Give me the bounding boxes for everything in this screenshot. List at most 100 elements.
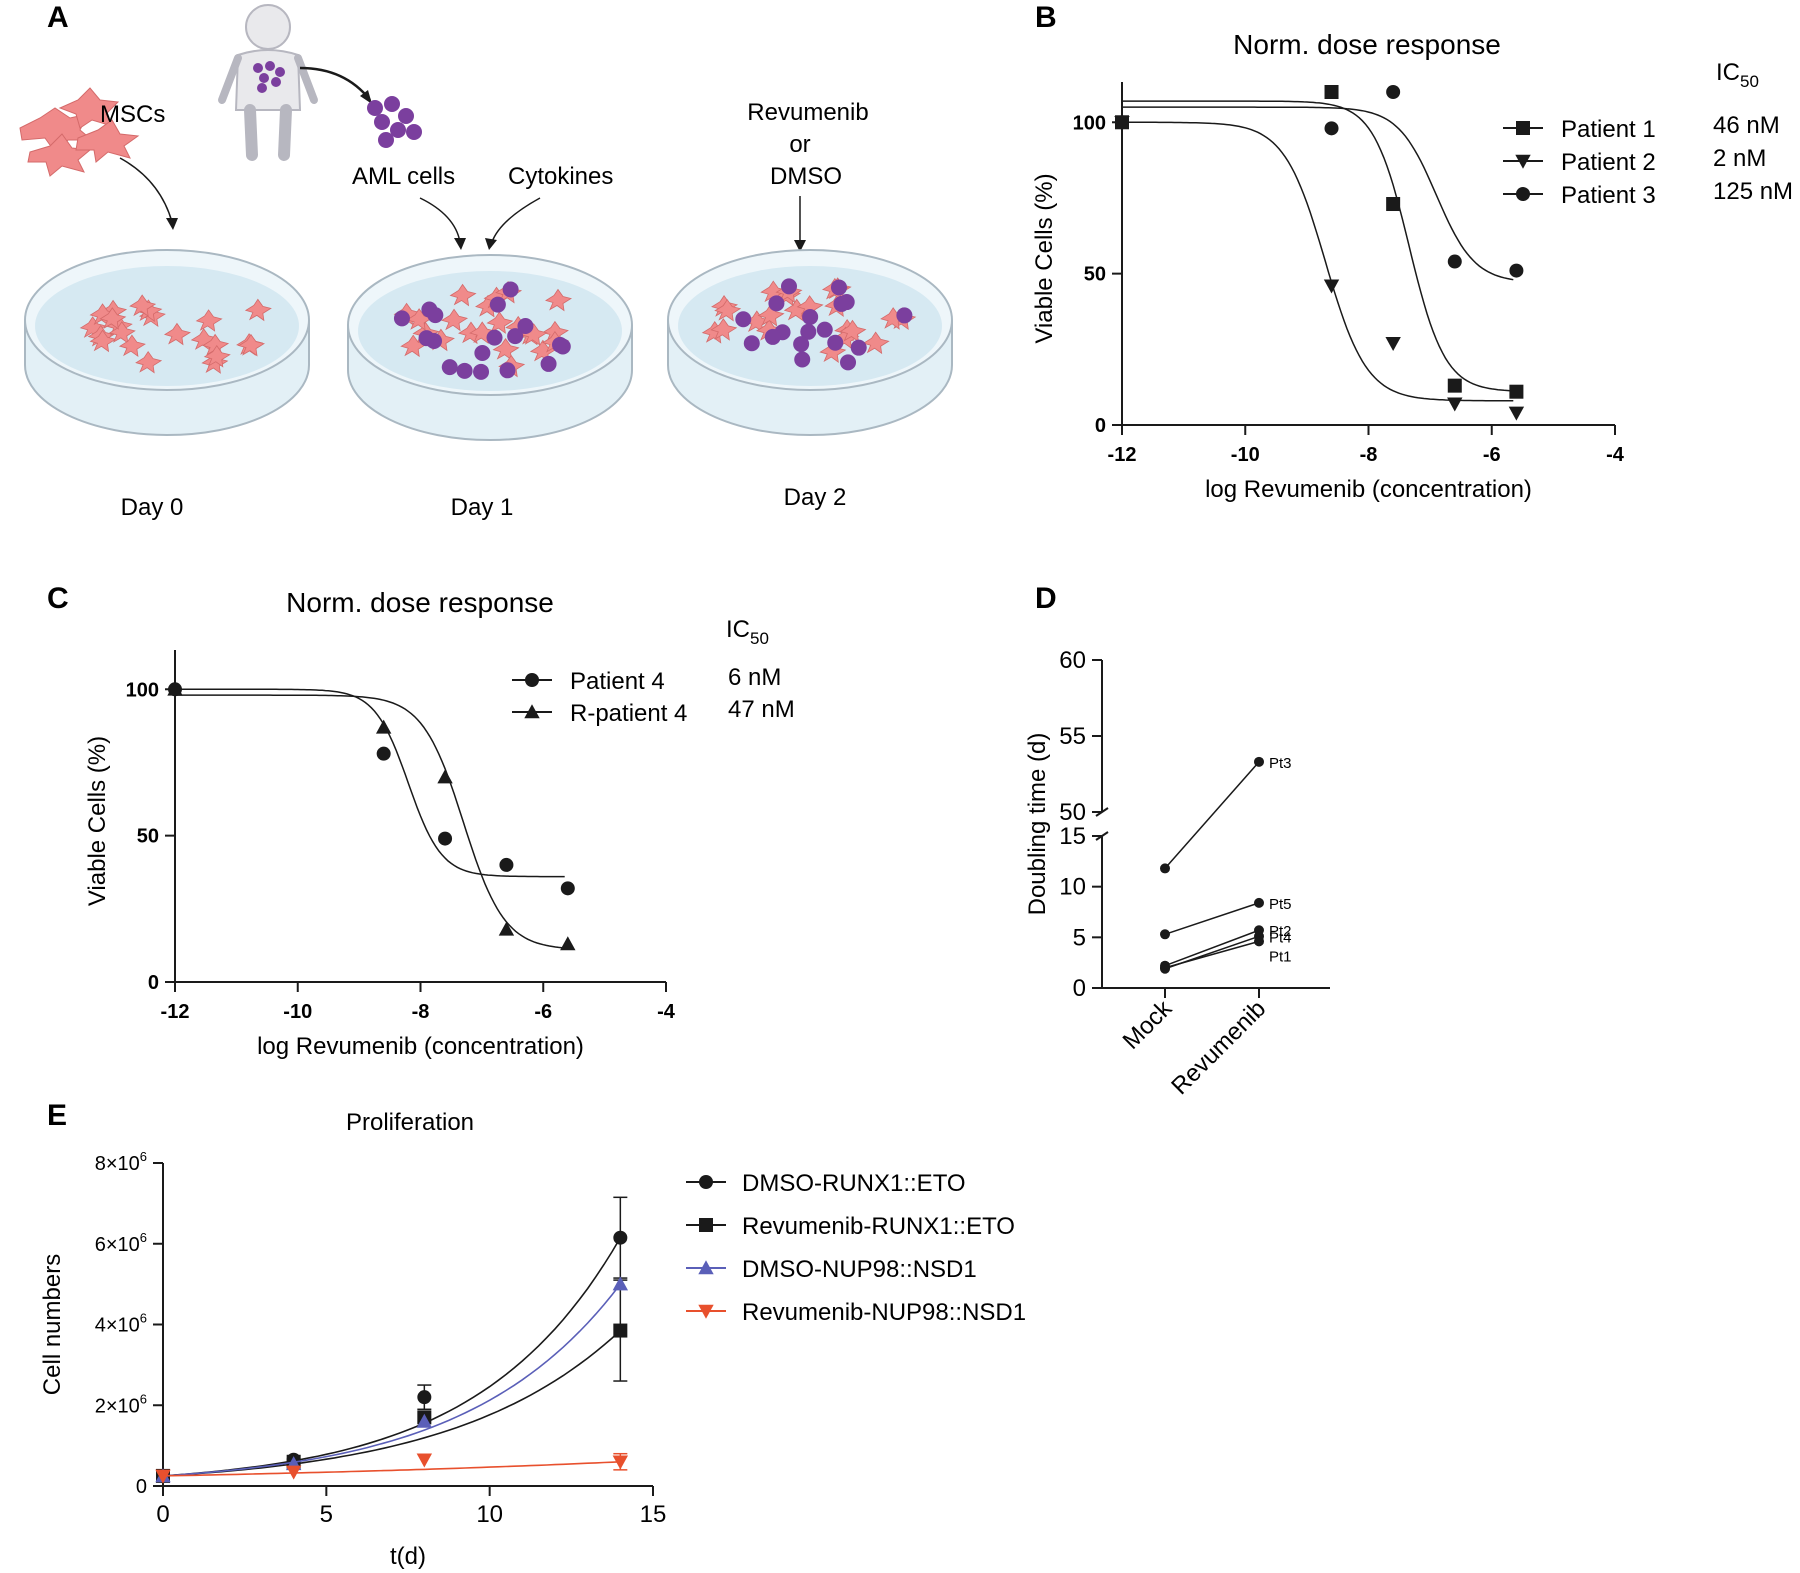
aml-cell-icon [802,308,819,325]
x-tick-label: -8 [412,1001,430,1023]
aml-cell-icon [800,323,817,340]
data-point [167,681,183,696]
legend-label: DMSO-NUP98::NSD1 [742,1256,977,1283]
legend-label: DMSO-RUNX1::ETO [742,1170,966,1197]
treatment-label-line2: or [789,131,810,158]
aml-cell-icon [838,294,855,311]
legend-marker [1516,187,1530,201]
x-tick-label: -12 [161,1001,190,1023]
msc-cell-icon [118,334,146,358]
patient-label: Pt3 [1269,755,1292,772]
msc-cell-icon [163,322,191,346]
x-tick-label: 0 [156,1501,169,1528]
data-point [613,1230,628,1245]
fit-curve-r-patient-4 [175,694,565,949]
fit-curve [162,1461,621,1477]
panel-e-title: Proliferation [346,1109,474,1136]
legend-label: Patient 3 [1561,182,1656,209]
aml-cell-icon [427,307,444,324]
patient-label: Pt1 [1269,948,1292,965]
aml-cluster-icon [367,96,422,148]
y-tick-label: 0 [1073,975,1086,1002]
aml-cell-icon [554,338,571,355]
legend-label: R-patient 4 [570,700,687,727]
x-tick-label: 5 [320,1501,333,1528]
data-point [612,1455,629,1470]
aml-cell-icon [474,345,491,362]
ic50-value: 125 nM [1713,178,1793,205]
patient-label: Pt2 [1269,923,1292,940]
panel-c-title: Norm. dose response [286,587,554,618]
data-point [499,857,514,872]
data-point [1160,962,1170,973]
panel-c-plot: -12 -10 -8 -6 -4 0 50 100 log Revumenib (concent… [84,650,795,1060]
msc-cell-icon [783,298,811,322]
aml-cell-icon [743,335,760,352]
aml-cell-icon [850,339,867,356]
msc-cell-icon [486,311,514,334]
patient-label: Pt4 [1269,929,1292,946]
panel-b-letter: B [1035,1,1057,34]
msc-cell-icon [714,298,742,322]
msc-cell-icon [108,321,136,344]
y-tick-label: 8×106 [95,1149,147,1175]
legend-label: Patient 2 [1561,149,1656,176]
cytokines-label: Cytokines [508,163,613,190]
y-tick-label: 50 [1059,799,1086,826]
fit-curve-patient-1 [1122,100,1514,392]
aml-cell-icon [540,355,557,372]
ic50-value: 46 nM [1713,112,1780,139]
treatment-label-line1: Revumenib [747,99,868,126]
y-axis-label: Viable Cells (%) [84,736,111,906]
panel-b-ic50-header: IC50 [1716,59,1759,91]
y-tick-label: 4×106 [95,1311,147,1337]
aml-cell-icon [840,354,857,371]
msc-label: MSCs [100,101,165,128]
x-tick-label: -6 [534,1001,552,1023]
panel-c-ic50-header: IC50 [726,616,769,648]
msc-cell-icon [760,280,788,304]
y-tick-label: 100 [1073,112,1106,134]
msc-cell-icon [862,331,890,355]
aml-cell-icon [896,307,913,324]
legend-marker [698,1260,714,1275]
y-axis-label: Viable Cells (%) [1031,173,1058,343]
aml-cell-icon [486,329,503,346]
y-tick-label: 0 [136,1476,147,1498]
data-point [417,1390,432,1405]
y-axis-label: Doubling time (d) [1024,733,1051,916]
data-point [1160,863,1170,874]
msc-cell-icon [203,345,231,368]
ic50-value: 6 nM [728,664,781,691]
day0-label: Day 0 [121,494,184,521]
data-point [1447,397,1463,412]
panel-b-dose-response: B Norm. dose response IC50 -12 -10 -8 -6 -4 0… [1031,1,1793,503]
x-axis-label: t(d) [390,1543,426,1570]
x-axis-label: log Revumenib (concentration) [257,1033,584,1060]
x-category-label: Revumenib [1166,995,1271,1100]
legend-marker [525,673,539,687]
aml-cell-icon [816,321,833,338]
msc-cell-icon [400,334,428,358]
aml-cell-icon [768,295,785,312]
msc-cell-icon [796,295,824,318]
y-tick-label: 50 [137,826,159,848]
x-tick-label: -10 [283,1001,312,1023]
treatment-label-line3: DMSO [770,163,842,190]
culture-dish-day0 [24,249,310,436]
x-tick-label: -10 [1231,444,1260,466]
x-tick-label: 10 [476,1501,503,1528]
aml-cell-icon [499,362,516,379]
msc-cell-icon [492,338,520,361]
aml-cell-icon [441,359,458,376]
data-point [1447,254,1462,269]
data-point [1254,897,1264,908]
x-tick-label: -4 [1606,444,1625,466]
culture-dish-day1 [347,254,633,441]
aml-cell-icon [794,351,811,368]
data-point [1385,336,1401,351]
data-point [1324,85,1339,99]
